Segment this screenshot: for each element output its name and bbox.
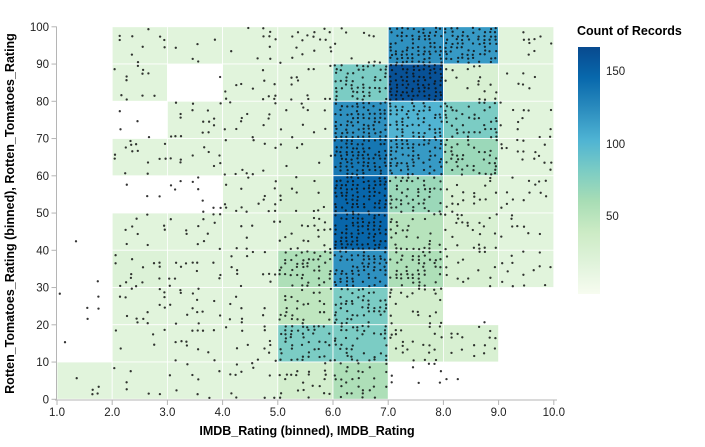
legend-title: Count of Records: [577, 24, 682, 38]
heatmap-cell: [277, 212, 334, 251]
heatmap-cell: [277, 100, 334, 139]
y-tick-label: 30: [36, 283, 49, 295]
x-tick-label: 10.0: [543, 407, 565, 419]
heatmap-cell: [111, 361, 168, 400]
legend-gradient-bar: [578, 47, 600, 294]
x-tick-label: 2.0: [104, 407, 120, 419]
heatmap-cell: [332, 63, 389, 102]
heatmap-cell: [222, 26, 279, 65]
heatmap-cell: [111, 287, 168, 326]
heatmap-cell: [387, 100, 444, 139]
y-tick-label: 60: [36, 171, 49, 183]
heatmap-cell: [166, 100, 223, 139]
heatmap-cell: [498, 26, 555, 65]
heatmap-cell: [222, 324, 279, 363]
heatmap-cell: [442, 212, 499, 251]
x-tick-label: 6.0: [325, 407, 341, 419]
heatmap-cell: [498, 63, 555, 102]
heatmap-cell: [498, 100, 555, 139]
x-tick-label: 8.0: [435, 407, 451, 419]
heatmap-cell: [56, 361, 113, 400]
heatmap-cell: [277, 287, 334, 326]
scatter-layer: [58, 26, 553, 400]
x-tick-label: 7.0: [380, 407, 396, 419]
heatmap-layer: [56, 26, 555, 400]
heatmap-cell: [111, 26, 168, 65]
heatmap-cell: [166, 138, 223, 177]
heatmap-cell: [166, 26, 223, 65]
heatmap-cell: [222, 287, 279, 326]
heatmap-cell: [222, 212, 279, 251]
heatmap-cell: [111, 212, 168, 251]
heatmap-cell: [111, 324, 168, 363]
axes: 1.0 2.0 3.0 4.0 5.0 6.0 7.0 8.0 9.0 10.0 0 10 20 30 40…: [30, 22, 565, 419]
heatmap-cell: [332, 287, 389, 326]
x-tick-label: 3.0: [159, 407, 175, 419]
heatmap-cell: [498, 212, 555, 251]
heatmap-cell: [166, 361, 223, 400]
y-tick-label: 0: [43, 394, 49, 406]
heatmap-cell: [387, 212, 444, 251]
legend-tick-label: 150: [606, 66, 626, 79]
y-axis-title: Rotten_Tomatoes_Rating (binned), Rotten_…: [3, 33, 17, 394]
heatmap-cell: [166, 287, 223, 326]
heatmap-cell: [222, 100, 279, 139]
heatmap-cell: [111, 138, 168, 177]
heatmap-cell: [332, 138, 389, 177]
y-tick-label: 10: [36, 357, 49, 369]
y-tick-label: 50: [36, 208, 49, 220]
y-tick-label: 90: [36, 59, 49, 71]
heatmap-cell: [498, 249, 555, 288]
heatmap-cell: [387, 324, 444, 363]
x-tick-label: 4.0: [215, 407, 231, 419]
heatmap-cell: [498, 175, 555, 214]
x-tick-label: 5.0: [270, 407, 286, 419]
legend-tick-label: 100: [606, 138, 626, 151]
heatmap-cell: [166, 212, 223, 251]
heatmap-cell: [222, 63, 279, 102]
y-tick-label: 100: [30, 22, 49, 34]
y-tick-label: 20: [36, 320, 49, 332]
x-tick-label: 1.0: [49, 407, 65, 419]
heatmap-cell: [442, 249, 499, 288]
heatmap-cell: [111, 249, 168, 288]
heatmap-cell: [222, 138, 279, 177]
legend-tick-label: 50: [606, 211, 619, 224]
y-tick-label: 70: [36, 134, 49, 146]
x-tick-label: 9.0: [491, 407, 507, 419]
heatmap-cell: [387, 249, 444, 288]
y-tick-label: 80: [36, 96, 49, 108]
heatmap-cell: [222, 175, 279, 214]
x-axis-title: IMDB_Rating (binned), IMDB_Rating: [199, 424, 415, 438]
heatmap-cell: [166, 249, 223, 288]
heatmap-cell: [277, 138, 334, 177]
heatmap-cell: [277, 26, 334, 65]
heatmap-cell: [332, 26, 389, 65]
heatmap-cell: [277, 63, 334, 102]
heatmap-cell: [332, 361, 389, 400]
y-tick-label: 40: [36, 245, 49, 257]
